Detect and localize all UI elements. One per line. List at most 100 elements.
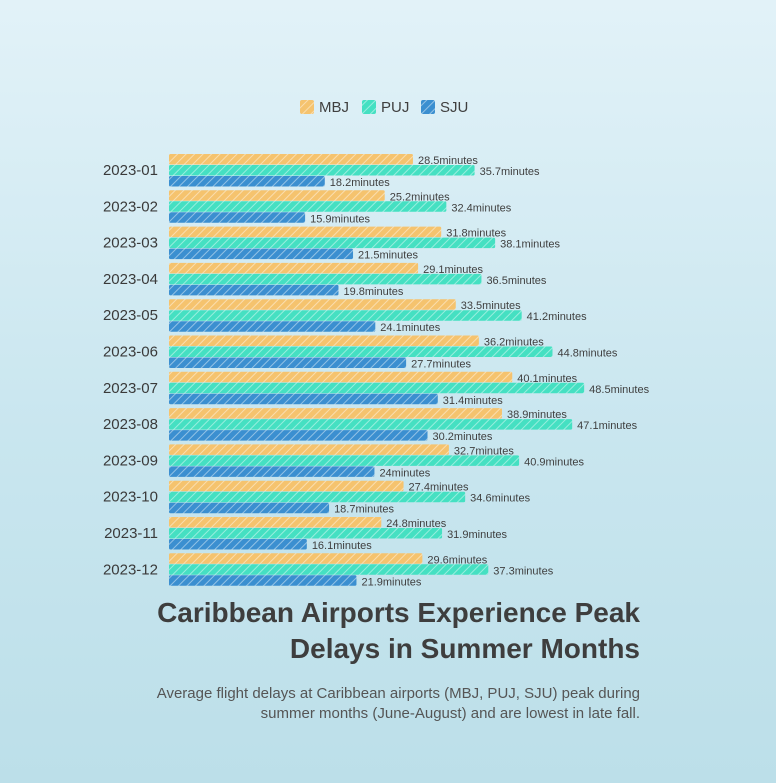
legend-item-mbj[interactable]: MBJ — [300, 99, 349, 116]
bar-mbj-2023-10[interactable] — [169, 480, 404, 492]
y-tick-label: 2023-03 — [103, 235, 158, 252]
legend-swatch-sju — [421, 100, 435, 114]
bar-sju-2023-03[interactable] — [169, 248, 354, 260]
bar-mbj-2023-04[interactable] — [169, 262, 419, 274]
bar-mbj-2023-05[interactable] — [169, 299, 456, 310]
data-label-puj-2023-08: 47.1minutes — [577, 420, 637, 432]
bar-puj-2023-06[interactable] — [169, 346, 553, 358]
data-label-puj-2023-11: 31.9minutes — [447, 529, 507, 541]
bar-mbj-2023-08[interactable] — [169, 408, 502, 419]
y-tick-label: 2023-07 — [103, 380, 158, 397]
bar-puj-2023-09[interactable] — [169, 455, 520, 466]
bar-puj-2023-01[interactable] — [169, 165, 475, 176]
y-tick-label: 2023-04 — [103, 271, 158, 288]
data-label-puj-2023-02: 32.4minutes — [451, 202, 511, 214]
bar-sju-2023-01[interactable] — [169, 176, 325, 187]
data-label-puj-2023-05: 41.2minutes — [527, 311, 587, 323]
bar-mbj-2023-12[interactable] — [169, 553, 423, 564]
data-label-sju-2023-04: 19.8minutes — [343, 286, 403, 298]
legend-item-sju[interactable]: SJU — [421, 99, 468, 116]
data-label-sju-2023-09: 24minutes — [379, 467, 430, 479]
bar-puj-2023-04[interactable] — [169, 273, 482, 285]
bar-mbj-2023-07[interactable] — [169, 371, 513, 383]
y-tick-label: 2023-01 — [103, 162, 158, 179]
chart-title: Caribbean Airports Experience Peak Delay… — [157, 597, 640, 664]
bar-puj-2023-12[interactable] — [169, 564, 489, 575]
bar-sju-2023-09[interactable] — [169, 466, 375, 477]
data-label-puj-2023-07: 48.5minutes — [589, 384, 649, 396]
data-label-sju-2023-02: 15.9minutes — [310, 213, 370, 225]
bar-mbj-2023-06[interactable] — [169, 335, 479, 347]
data-label-puj-2023-03: 38.1minutes — [500, 239, 560, 251]
y-axis: 2023-01 2023-02 2023-03 2023-04 2023-05 2023-… — [103, 162, 158, 578]
data-label-mbj-2023-01: 28.5minutes — [418, 155, 478, 167]
data-label-puj-2023-06: 44.8minutes — [557, 348, 617, 360]
bar-sju-2023-05[interactable] — [169, 321, 376, 332]
data-label-sju-2023-08: 30.2minutes — [433, 431, 493, 443]
data-label-mbj-2023-07: 40.1minutes — [517, 373, 577, 385]
y-tick-label: 2023-06 — [103, 344, 158, 361]
data-label-sju-2023-12: 21.9minutes — [361, 576, 421, 588]
bar-mbj-2023-02[interactable] — [169, 190, 385, 201]
bar-puj-2023-08[interactable] — [169, 419, 573, 430]
chart-subtitle: Average flight delays at Caribbean airpo… — [156, 685, 640, 722]
data-label-sju-2023-07: 31.4minutes — [443, 395, 503, 407]
bar-sju-2023-11[interactable] — [169, 539, 307, 550]
y-tick-label: 2023-05 — [103, 307, 158, 324]
data-label-sju-2023-06: 27.7minutes — [411, 359, 471, 371]
y-tick-label: 2023-10 — [103, 489, 158, 506]
data-label-mbj-2023-11: 24.8minutes — [386, 518, 446, 530]
bar-puj-2023-10[interactable] — [169, 491, 466, 503]
data-label-sju-2023-03: 21.5minutes — [358, 250, 418, 262]
bar-puj-2023-07[interactable] — [169, 382, 585, 394]
data-label-puj-2023-12: 37.3minutes — [493, 565, 553, 577]
legend-label-sju: SJU — [440, 99, 468, 116]
bars — [169, 154, 585, 586]
bar-puj-2023-11[interactable] — [169, 528, 443, 539]
bar-puj-2023-02[interactable] — [169, 201, 447, 212]
y-tick-label: 2023-08 — [103, 416, 158, 433]
y-tick-label: 2023-02 — [103, 198, 158, 215]
data-label-mbj-2023-02: 25.2minutes — [390, 191, 450, 203]
data-label-mbj-2023-04: 29.1minutes — [423, 264, 483, 276]
data-label-mbj-2023-08: 38.9minutes — [507, 409, 567, 421]
y-tick-label: 2023-12 — [103, 561, 158, 578]
data-label-mbj-2023-10: 27.4minutes — [409, 482, 469, 494]
bar-sju-2023-04[interactable] — [169, 284, 339, 296]
legend-swatch-puj — [362, 100, 376, 114]
data-label-sju-2023-11: 16.1minutes — [312, 540, 372, 552]
data-label-mbj-2023-09: 32.7minutes — [454, 445, 514, 457]
data-label-mbj-2023-12: 29.6minutes — [427, 554, 487, 566]
legend-label-puj: PUJ — [381, 99, 409, 116]
data-label-mbj-2023-03: 31.8minutes — [446, 228, 506, 240]
data-label-sju-2023-01: 18.2minutes — [330, 177, 390, 189]
bar-sju-2023-10[interactable] — [169, 502, 330, 514]
legend-label-mbj: MBJ — [319, 99, 349, 116]
bar-mbj-2023-01[interactable] — [169, 154, 413, 165]
bar-sju-2023-12[interactable] — [169, 575, 357, 586]
data-label-puj-2023-04: 36.5minutes — [486, 275, 546, 287]
data-label-mbj-2023-06: 36.2minutes — [484, 337, 544, 349]
bar-puj-2023-03[interactable] — [169, 237, 496, 249]
legend-item-puj[interactable]: PUJ — [362, 99, 409, 116]
data-label-sju-2023-10: 18.7minutes — [334, 504, 394, 516]
y-tick-label: 2023-11 — [104, 525, 158, 542]
data-label-sju-2023-05: 24.1minutes — [380, 322, 440, 334]
bar-sju-2023-07[interactable] — [169, 393, 438, 405]
data-label-puj-2023-09: 40.9minutes — [524, 456, 584, 468]
bar-mbj-2023-03[interactable] — [169, 226, 442, 238]
legend-swatch-mbj — [300, 100, 314, 114]
legend: MBJ PUJ SJU — [300, 99, 468, 116]
bar-mbj-2023-09[interactable] — [169, 444, 449, 455]
bar-sju-2023-08[interactable] — [169, 430, 428, 441]
data-label-puj-2023-10: 34.6minutes — [470, 493, 530, 505]
bar-sju-2023-06[interactable] — [169, 357, 407, 369]
data-label-mbj-2023-05: 33.5minutes — [461, 300, 521, 312]
y-tick-label: 2023-09 — [103, 452, 158, 469]
bar-sju-2023-02[interactable] — [169, 212, 306, 223]
bar-puj-2023-05[interactable] — [169, 310, 522, 321]
bar-mbj-2023-11[interactable] — [169, 517, 382, 528]
